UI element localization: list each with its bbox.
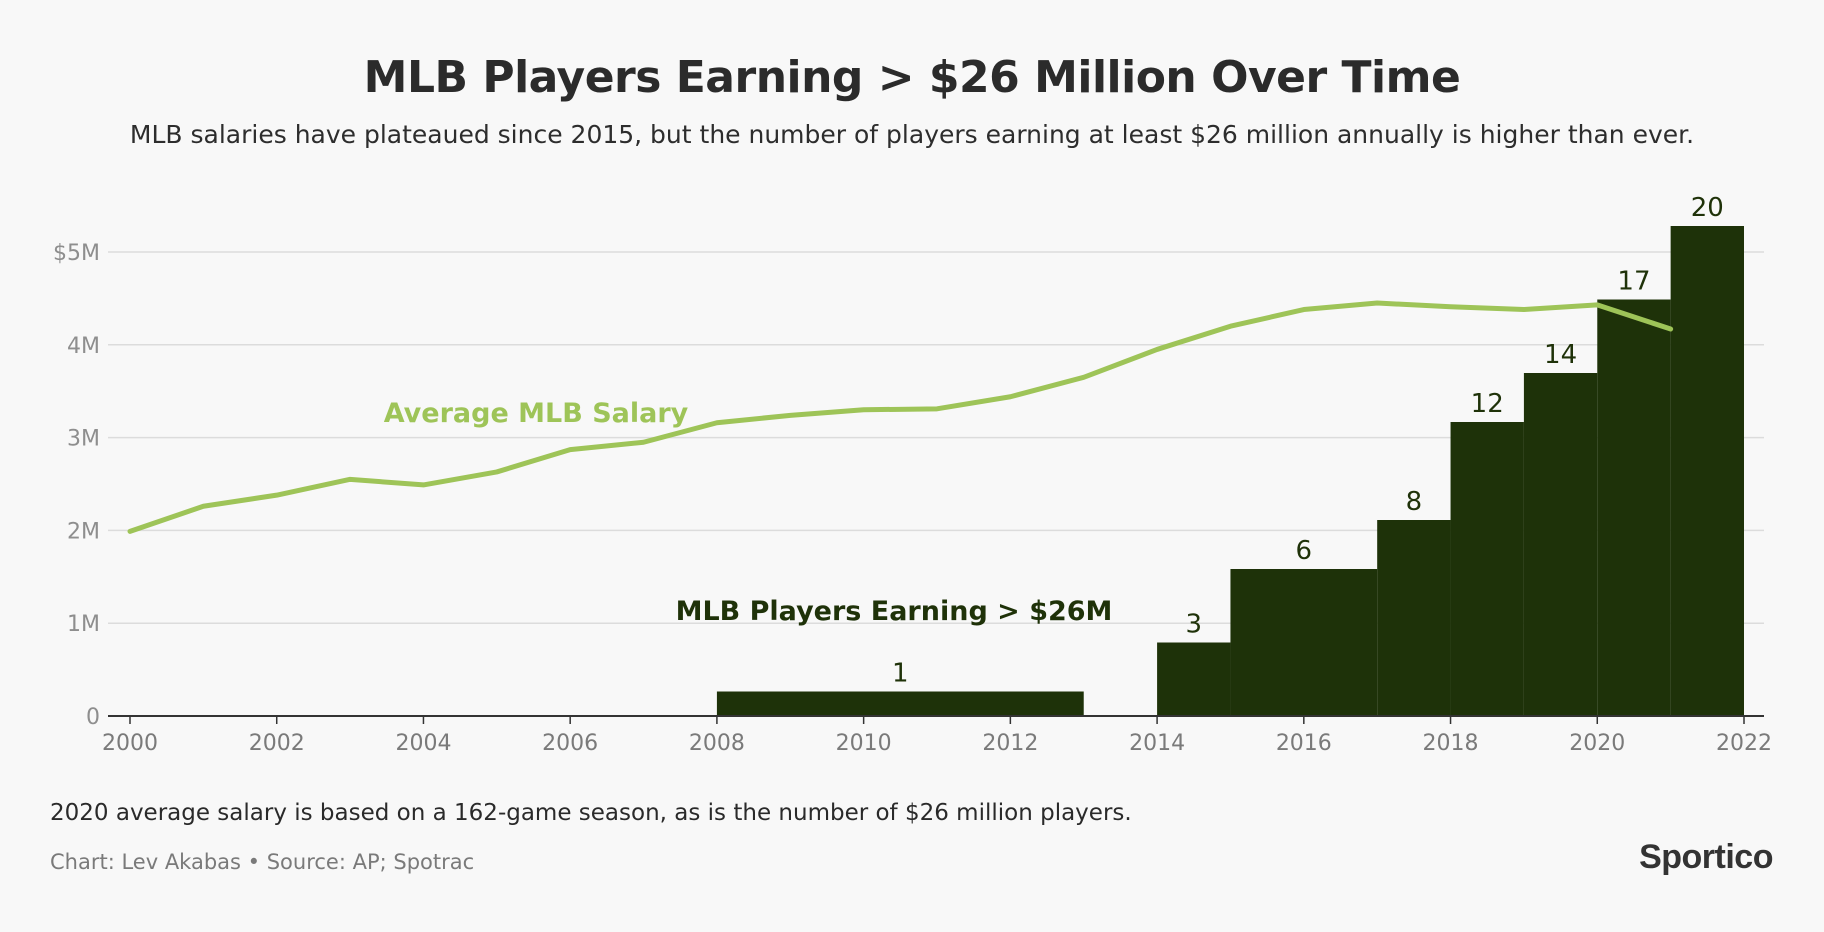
bar-value-label: 8	[1406, 487, 1423, 517]
x-tick-label: 2002	[249, 731, 305, 756]
bar-value-label: 6	[1296, 536, 1313, 566]
chart-title: MLB Players Earning > $26 Million Over T…	[363, 52, 1461, 103]
bar	[716, 691, 1084, 716]
bar	[1230, 569, 1378, 716]
x-tick-label: 2000	[102, 731, 158, 756]
labels-layer: 1 3 6 8 12 14 17 20 Average MLB Salary MLB Player…	[384, 193, 1724, 689]
chart-subtitle: MLB salaries have plateaued since 2015, …	[129, 120, 1695, 149]
bar-value-label: 20	[1691, 193, 1724, 223]
x-tick-label: 2006	[542, 731, 598, 756]
chart-canvas: 1 3 6 8 12 14 17 20 Average MLB Salary MLB Player…	[53, 193, 1772, 756]
bar-value-label: 17	[1617, 267, 1650, 297]
bar-value-label: 12	[1471, 389, 1504, 419]
sportico-logo: Sportico	[1639, 838, 1773, 876]
y-tick-label: $5M	[53, 241, 100, 266]
x-tick-label: 2022	[1716, 731, 1772, 756]
x-tick-label: 2014	[1129, 731, 1185, 756]
y-tick-label: 3M	[67, 427, 100, 452]
salary-line	[127, 300, 1674, 534]
x-tick-label: 2008	[689, 731, 745, 756]
bar	[1597, 299, 1671, 716]
axes: 0 1M 2M 3M 4M $5M 2000 2002 2004 2006 2008 2010 2012…	[53, 241, 1772, 756]
bars-series	[716, 226, 1744, 716]
x-tick-label: 2010	[836, 731, 892, 756]
bar-value-label: 14	[1544, 340, 1577, 370]
x-tick-label: 2004	[395, 731, 451, 756]
bar-series-label: MLB Players Earning > $26M	[676, 596, 1113, 627]
x-tick-label: 2012	[982, 731, 1038, 756]
bar	[1450, 422, 1524, 716]
y-tick-label: 4M	[67, 334, 100, 359]
credit-line: Chart: Lev Akabas • Source: AP; Spotrac	[50, 850, 475, 874]
bar	[1157, 642, 1231, 716]
x-tick-label: 2020	[1569, 731, 1625, 756]
y-tick-label: 0	[86, 705, 100, 730]
x-tick-label: 2016	[1276, 731, 1332, 756]
y-tick-label: 2M	[67, 519, 100, 544]
bar	[1377, 520, 1451, 716]
bar-value-label: 1	[892, 659, 909, 689]
bar	[1670, 226, 1744, 716]
bar	[1523, 373, 1598, 716]
line-series-label: Average MLB Salary	[384, 398, 689, 429]
footnote: 2020 average salary is based on a 162-ga…	[50, 800, 1132, 826]
bar-value-label: 3	[1185, 610, 1202, 640]
salary-line-series	[127, 300, 1674, 534]
x-tick-label: 2018	[1423, 731, 1479, 756]
y-tick-label: 1M	[67, 612, 100, 637]
